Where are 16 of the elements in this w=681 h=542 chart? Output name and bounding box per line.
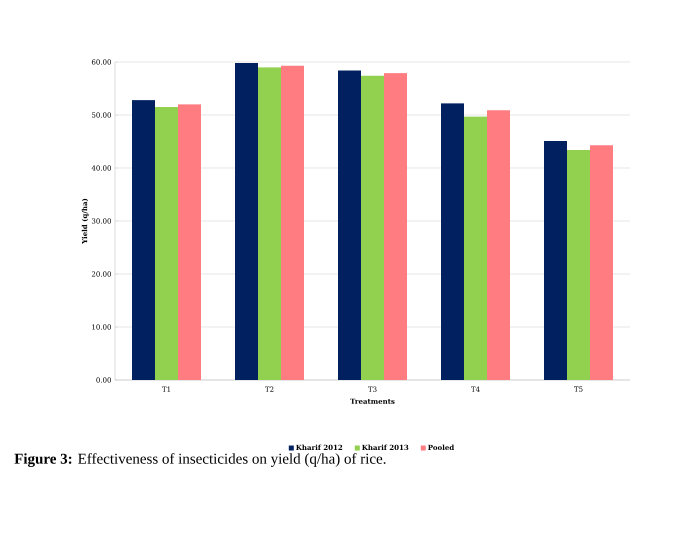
text: Figure 3: Effectiveness of insecticides on yield (q/ha) of rice. [14,453,386,467]
bar [338,70,362,380]
bar [155,107,178,380]
bar [544,140,567,380]
bar [281,66,304,380]
bar [567,150,590,380]
bar [441,103,464,380]
bar [258,67,281,380]
bar [361,76,384,380]
bar [235,63,258,380]
bar [384,73,407,380]
bar [487,110,510,380]
bar [590,145,613,380]
bar [132,100,155,380]
bar [464,116,488,380]
bar [178,104,201,380]
